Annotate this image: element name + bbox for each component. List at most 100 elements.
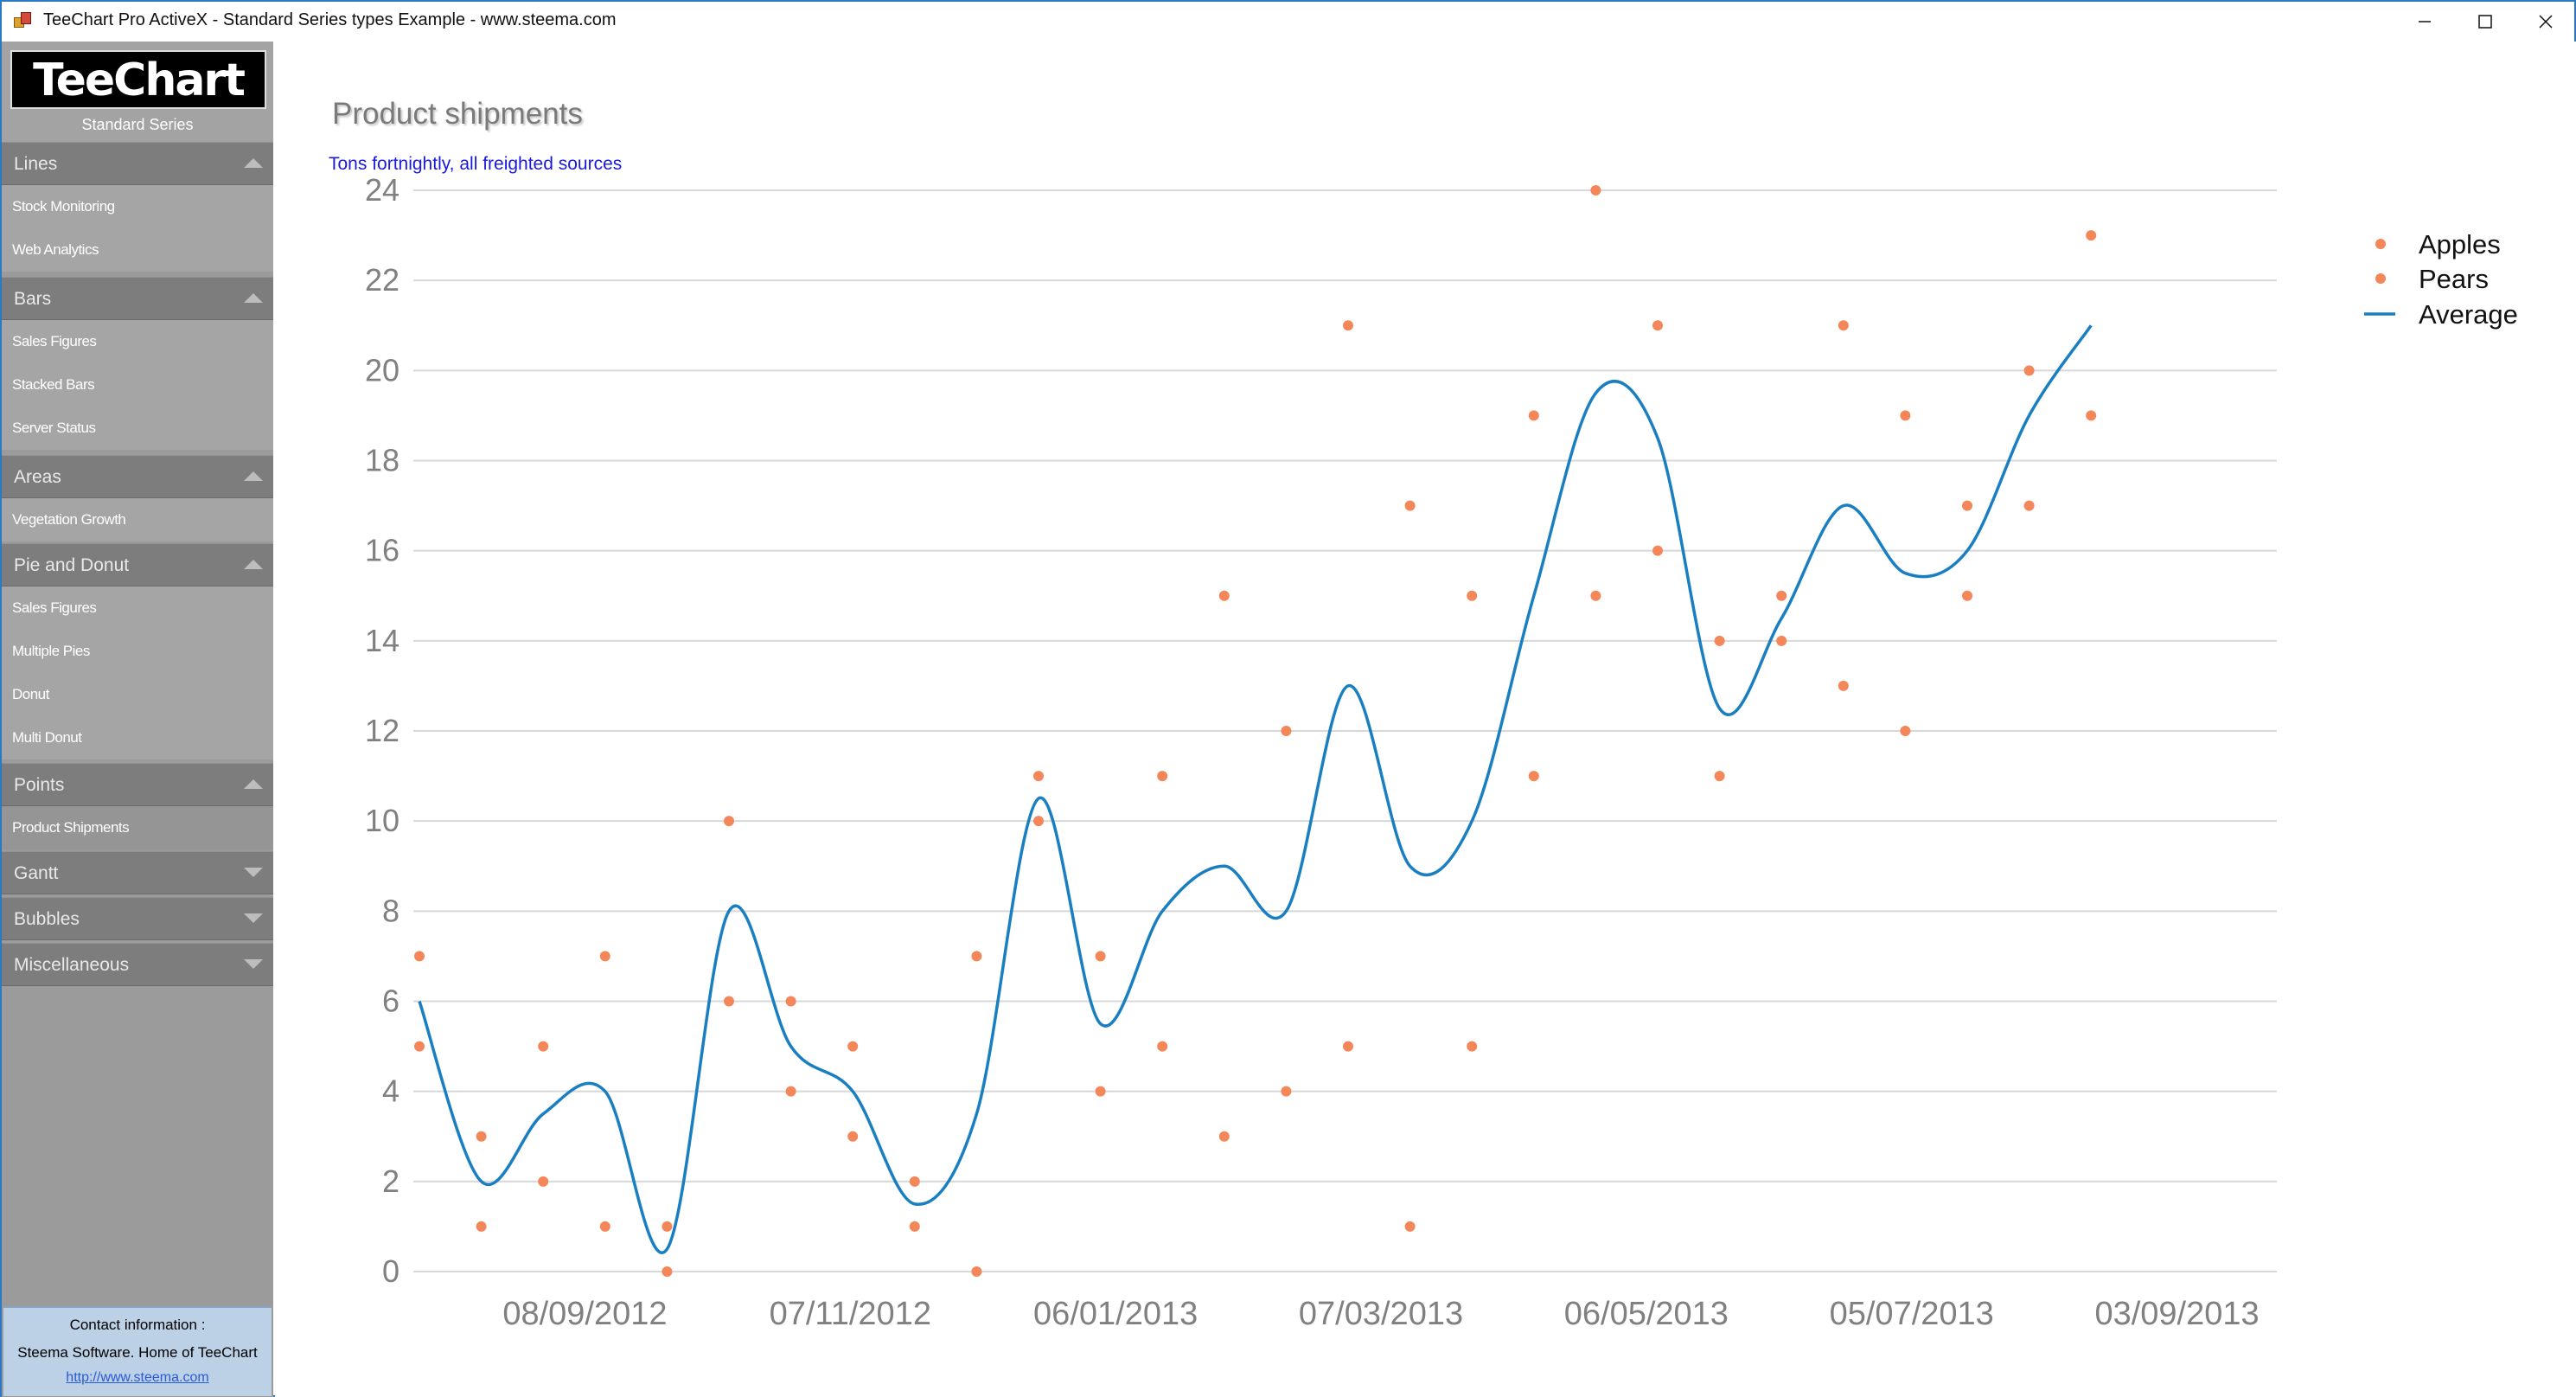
apples-point [1900, 410, 1911, 421]
section-areas[interactable]: Areas [2, 455, 273, 498]
legend-marker [2375, 273, 2386, 284]
average-series-line [418, 324, 2093, 1254]
apples-point [1404, 500, 1416, 511]
y-tick-label: 22 [365, 262, 400, 298]
apples-point [1281, 726, 1292, 736]
apples-point [1590, 185, 1601, 195]
apples-point [1095, 951, 1106, 962]
maximize-button[interactable] [2449, 2, 2522, 42]
y-tick-label: 18 [365, 443, 400, 478]
section-gantt[interactable]: Gantt [2, 851, 273, 894]
section-lines[interactable]: Lines [2, 142, 273, 185]
pears-point [1838, 680, 1849, 691]
y-tick-label: 6 [382, 984, 400, 1019]
x-tick-label: 08/09/2012 [502, 1296, 667, 1332]
chart-title: Product shipments [332, 97, 583, 131]
pears-point [1218, 1131, 1230, 1142]
legend-marker [2375, 239, 2386, 249]
pears-point [662, 1266, 673, 1277]
chevron-up-icon [244, 779, 263, 789]
section-miscellaneous[interactable]: Miscellaneous [2, 943, 273, 986]
pears-point [538, 1176, 549, 1187]
sidebar-item-vegetation-growth[interactable]: Vegetation Growth [2, 498, 273, 541]
apples-point [1218, 590, 1230, 601]
sidebar-item-multiple-pies[interactable]: Multiple Pies [2, 630, 273, 673]
chevron-down-icon [244, 913, 263, 923]
pears-point [2023, 500, 2035, 511]
apples-point [2086, 230, 2097, 241]
apples-point [785, 996, 796, 1007]
section-bubbles[interactable]: Bubbles [2, 897, 273, 940]
section-pie-and-donut[interactable]: Pie and Donut [2, 543, 273, 586]
pears-point [1343, 1041, 1353, 1052]
pears-point [724, 996, 734, 1007]
sidebar: TeeChart Standard Series Lines Stock Mon… [2, 42, 273, 1397]
chevron-down-icon [244, 959, 263, 969]
pears-point [1652, 545, 1663, 556]
sidebar-item-server-status[interactable]: Server Status [2, 407, 273, 450]
section-bars[interactable]: Bars [2, 277, 273, 320]
x-tick-label: 06/05/2013 [1564, 1296, 1729, 1332]
chart-subtitle: Tons fortnightly, all freighted sources [329, 154, 623, 174]
pears-point [1776, 635, 1787, 646]
close-button[interactable] [2509, 2, 2576, 42]
pears-point [1281, 1086, 1292, 1097]
sidebar-item-pie-sales-figures[interactable]: Sales Figures [2, 586, 273, 630]
sidebar-item-product-shipments[interactable]: Product Shipments [2, 806, 273, 849]
sidebar-item-multi-donut[interactable]: Multi Donut [2, 716, 273, 759]
x-tick-label: 03/09/2013 [2094, 1296, 2259, 1332]
close-icon [2539, 15, 2553, 29]
apples-point [1467, 590, 1478, 601]
teechart-logo: TeeChart [10, 50, 266, 109]
apples-point [599, 951, 610, 962]
pears-point [1714, 771, 1725, 782]
y-tick-label: 12 [365, 713, 400, 748]
y-tick-label: 4 [382, 1073, 400, 1109]
legend-label: Pears [2419, 264, 2489, 294]
x-tick-label: 07/03/2013 [1299, 1296, 1463, 1332]
minimize-button[interactable] [2388, 2, 2461, 42]
x-tick-label: 05/07/2013 [1830, 1296, 1994, 1332]
apples-point [1343, 320, 1353, 331]
contact-company: Steema Software. Home of TeeChart [17, 1344, 258, 1361]
apples-point [1714, 635, 1725, 646]
contact-heading: Contact information : [69, 1317, 206, 1333]
minimize-icon [2419, 21, 2431, 22]
chart-panel[interactable]: 0 2 4 6 8 10 12 14 16 18 20 22 24 08/09/2012 07/11/201… [275, 42, 2576, 1397]
apples-point [847, 1041, 859, 1052]
apples-point [1962, 500, 1972, 511]
pears-point [1900, 726, 1911, 736]
logo-panel: TeeChart Standard Series [2, 42, 273, 142]
sidebar-item-web-analytics[interactable]: Web Analytics [2, 228, 273, 272]
apples-point [1652, 320, 1663, 331]
y-tick-label: 8 [382, 893, 400, 928]
pears-point [2086, 410, 2097, 421]
y-tick-label: 20 [365, 352, 400, 388]
apples-point [909, 1176, 920, 1187]
pears-point [1962, 590, 1972, 601]
sidebar-item-stacked-bars[interactable]: Stacked Bars [2, 363, 273, 407]
app-icon[interactable] [14, 12, 33, 31]
pears-point [1095, 1086, 1106, 1097]
logo-subtitle: Standard Series [81, 116, 194, 133]
sidebar-item-donut[interactable]: Donut [2, 673, 273, 716]
pears-point [476, 1221, 487, 1232]
pears-point [785, 1086, 796, 1097]
contact-link[interactable]: http://www.steema.com [66, 1370, 209, 1385]
title-bar[interactable]: TeeChart Pro ActiveX - Standard Series t… [2, 2, 2574, 42]
apples-point [1528, 410, 1539, 421]
y-tick-label: 10 [365, 803, 400, 838]
section-points[interactable]: Points [2, 763, 273, 806]
apples-point [538, 1041, 549, 1052]
sidebar-item-stock-monitoring[interactable]: Stock Monitoring [2, 185, 273, 228]
apples-point [1157, 771, 1168, 782]
pears-point [1157, 1041, 1168, 1052]
pears-point [1467, 1041, 1478, 1052]
pears-point [414, 1041, 425, 1052]
sidebar-item-sales-figures[interactable]: Sales Figures [2, 320, 273, 363]
y-tick-label: 24 [365, 172, 400, 208]
x-tick-label: 06/01/2013 [1033, 1296, 1198, 1332]
chevron-up-icon [244, 560, 263, 569]
